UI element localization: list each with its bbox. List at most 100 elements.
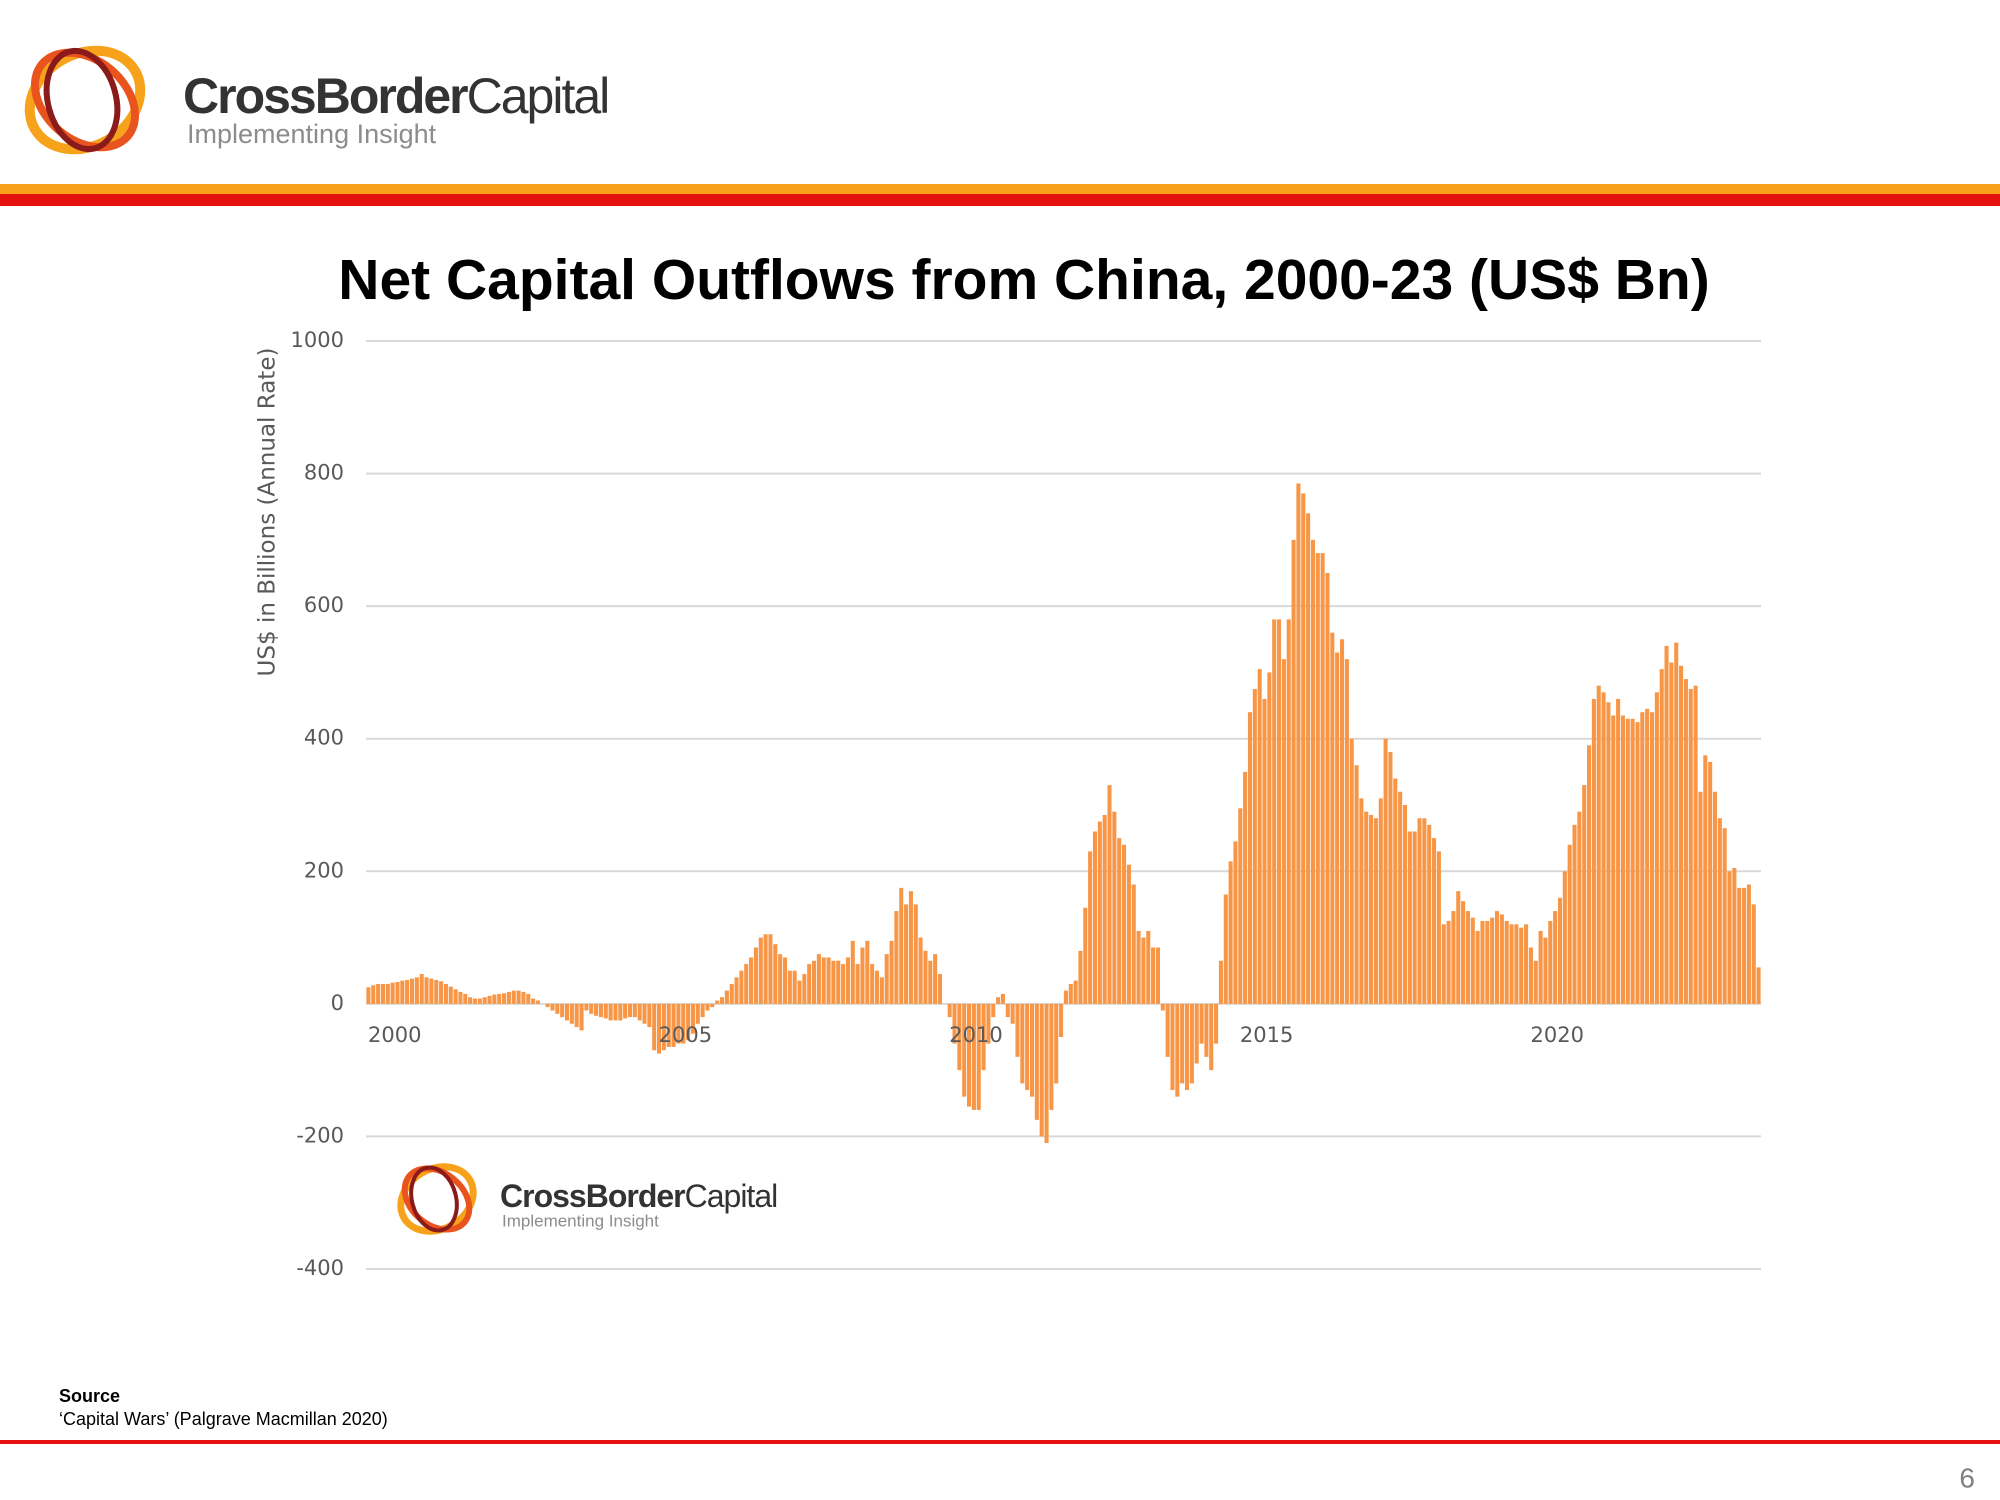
bar [574,1003,579,1028]
bar [1742,887,1747,1004]
bar [1180,1003,1185,1084]
bar [734,977,739,1004]
bar [1339,639,1345,1004]
bar [1184,1003,1190,1091]
bar [884,954,889,1004]
bar [816,954,821,1004]
bar [1693,685,1698,1004]
bar [986,1003,991,1044]
bar [1712,791,1718,1004]
bar [1514,924,1519,1004]
header-stripe [0,194,2000,206]
bar [429,978,434,1004]
bar [1688,689,1693,1004]
source-text: ‘Capital Wars’ (Palgrave Macmillan 2020) [59,1409,388,1429]
bar [453,989,458,1004]
y-tick-label: 400 [304,726,344,750]
bar [1088,851,1093,1004]
bar [749,957,754,1004]
bar [1277,619,1282,1004]
brand-light: Capital [467,68,609,124]
bar [855,964,860,1004]
bar [947,1003,952,1018]
bar [497,993,502,1004]
bar [1562,871,1567,1004]
bar [850,940,855,1004]
bar [1717,818,1722,1004]
bar [647,1003,652,1028]
bar [1243,771,1248,1004]
bar [996,997,1001,1004]
bar [1194,1003,1199,1064]
bar [1214,1003,1219,1044]
bar [1577,811,1582,1004]
bar [724,990,729,1004]
bar [807,964,812,1004]
bar [1630,718,1635,1004]
bar [1427,824,1432,1004]
bar [458,991,463,1004]
bar [1669,662,1674,1004]
bar [1083,907,1088,1004]
bar [1461,901,1466,1004]
bar [1257,669,1262,1004]
bar [1519,927,1524,1004]
bar [874,970,880,1004]
bar [1034,1003,1039,1120]
bar [472,998,478,1004]
brand: CrossBorderCapital [183,68,608,124]
bar [729,983,734,1004]
y-axis-label: US$ in Billions (Annual Rate) [255,348,281,677]
bar [564,1003,570,1021]
bar [598,1003,603,1018]
bar [821,957,826,1004]
bar [637,1003,642,1021]
bar [623,1003,628,1019]
bar [1441,924,1446,1004]
footer-line [0,1440,2000,1444]
bar [792,970,797,1004]
bar [618,1003,623,1021]
plot: -400 -200 0 200 400 600 800 1000 2000 2005 2010 201… [291,328,1761,1280]
bar [1373,818,1378,1004]
bar [1165,1003,1170,1057]
y-tick-label: -200 [296,1123,344,1147]
bar [443,983,448,1004]
y-tick-label: 800 [304,461,344,485]
bar [719,997,725,1004]
bar [1170,1003,1175,1091]
bar [981,1003,986,1071]
x-tick-label: 2005 [659,1023,712,1047]
bar [1010,1003,1015,1024]
bar [1063,990,1068,1004]
bar [439,981,444,1004]
bar [1451,911,1456,1004]
bar [1078,950,1083,1004]
y-tick-label: 600 [304,593,344,617]
bar [1349,738,1354,1004]
bar [1029,1003,1035,1097]
bar [1664,645,1669,1004]
bar [589,1003,594,1014]
brand-light: Capital [685,1178,778,1214]
bar [506,991,511,1004]
bar [1635,722,1640,1004]
bar [1306,513,1311,1004]
bar [380,983,385,1004]
bar [782,957,788,1004]
bar [957,1003,962,1071]
bar [1620,715,1625,1004]
brand-bold: CrossBorder [500,1178,685,1214]
bar [739,970,744,1004]
bar [904,904,909,1004]
bar [1015,1003,1020,1057]
x-tick-label: 2020 [1531,1023,1584,1047]
bar [1756,967,1761,1004]
bar [1330,632,1335,1004]
bar [1068,983,1073,1004]
bar [933,954,938,1004]
bar [1054,1003,1059,1084]
bar [991,1003,996,1018]
bar [1383,738,1388,1004]
bar [1102,814,1107,1004]
